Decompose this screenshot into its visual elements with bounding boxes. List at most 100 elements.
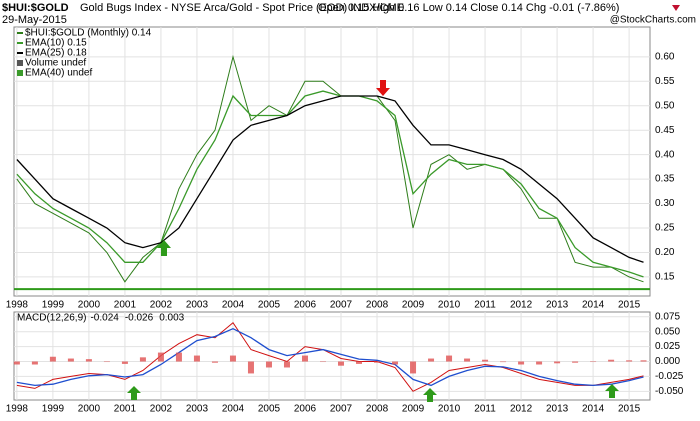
- y-tick-label: 0.30: [655, 198, 675, 209]
- y-tick-label: -0.025: [655, 371, 684, 382]
- y-tick-label: 0.15: [655, 272, 675, 283]
- histogram-bar: [319, 361, 326, 363]
- x-tick-label: 1998: [6, 404, 29, 415]
- histogram-bar: [67, 358, 74, 362]
- histogram-bar: [536, 361, 543, 365]
- x-tick-label: 2005: [258, 300, 281, 311]
- histogram-bar: [608, 359, 615, 362]
- histogram-bar: [356, 361, 363, 364]
- up-arrow: [157, 240, 171, 256]
- histogram-bar: [392, 361, 399, 365]
- y-tick-label: 0.075: [655, 311, 680, 322]
- y-tick-label: 0.60: [655, 51, 675, 62]
- histogram-bar: [428, 358, 435, 362]
- histogram-bar: [518, 361, 525, 365]
- legend-swatch: [17, 70, 23, 76]
- histogram-bar: [49, 356, 56, 362]
- x-tick-label: 2006: [294, 300, 317, 311]
- x-tick-label: 2014: [582, 300, 605, 311]
- y-tick-label: 0.025: [655, 341, 680, 352]
- y-tick-label: 0.050: [655, 326, 680, 337]
- x-tick-label: 2015: [618, 404, 641, 415]
- x-tick-label: 1999: [42, 404, 65, 415]
- y-tick-label: 0.40: [655, 149, 675, 160]
- down-arrow: [376, 80, 390, 96]
- histogram-bar: [626, 360, 633, 362]
- x-tick-label: 2008: [366, 404, 389, 415]
- x-tick-label: 2005: [258, 404, 281, 415]
- legend-label: $HUI:$GOLD (Monthly) 0.14: [25, 28, 152, 39]
- legend-swatch: [17, 60, 23, 66]
- x-tick-label: 2004: [222, 300, 245, 311]
- x-tick-label: 2003: [186, 300, 209, 311]
- histogram-bar: [121, 361, 128, 364]
- x-tick-label: 2009: [402, 300, 425, 311]
- histogram-bar: [31, 361, 38, 365]
- symbol: $HUI:$GOLD: [2, 2, 69, 14]
- y-tick-label: 0.45: [655, 125, 675, 136]
- quote: Open 0.15 High 0.16 Low 0.14 Close 0.14 …: [318, 2, 619, 14]
- histogram-bar: [446, 355, 453, 362]
- histogram-bar: [283, 361, 290, 368]
- x-tick-label: 2012: [510, 404, 533, 415]
- histogram-bar: [157, 352, 164, 362]
- x-tick-label: 2015: [618, 300, 641, 311]
- x-tick-label: 2007: [330, 404, 353, 415]
- legend-label: EMA(25) 0.18: [25, 48, 87, 59]
- histogram-bar: [193, 355, 200, 362]
- watermark: @StockCharts.com: [610, 15, 696, 26]
- x-tick-label: 2013: [546, 404, 569, 415]
- up-arrow: [423, 388, 437, 402]
- x-tick-label: 1998: [6, 300, 29, 311]
- up-arrow: [127, 386, 141, 400]
- legend-label: EMA(10) 0.15: [25, 38, 87, 49]
- x-tick-label: 2008: [366, 300, 389, 311]
- legend-value: -0.026: [125, 313, 154, 324]
- plot-frame: [13, 311, 651, 401]
- x-tick-label: 2010: [438, 300, 461, 311]
- x-tick-label: 2000: [78, 404, 101, 415]
- histogram-bar: [103, 361, 110, 363]
- x-tick-label: 2003: [186, 404, 209, 415]
- x-tick-label: 2006: [294, 404, 317, 415]
- series-line: [16, 327, 644, 387]
- histogram-bar: [85, 359, 92, 362]
- series-line: [16, 54, 644, 283]
- histogram-bar: [175, 352, 182, 362]
- histogram-bar: [338, 361, 345, 366]
- series-line: [16, 90, 644, 278]
- x-tick-label: 2002: [150, 404, 173, 415]
- histogram-bar: [265, 361, 272, 368]
- date: 29-May-2015: [2, 14, 67, 26]
- y-tick-label: 0.35: [655, 174, 675, 185]
- x-tick-label: 2011: [474, 300, 496, 311]
- histogram-bar: [572, 361, 579, 363]
- up-arrow: [605, 384, 619, 398]
- legend-title: MACD(12,26,9): [17, 313, 86, 324]
- y-tick-label: 0.000: [655, 356, 680, 367]
- histogram-bar: [482, 359, 489, 362]
- y-tick-label: -0.050: [655, 386, 684, 397]
- down-triangle: [672, 5, 680, 11]
- x-tick-label: 1999: [42, 300, 65, 311]
- histogram-bar: [374, 361, 381, 363]
- plot-frame: [13, 26, 651, 297]
- y-tick-label: 0.50: [655, 100, 675, 111]
- y-tick-label: 0.25: [655, 223, 675, 234]
- x-tick-label: 2010: [438, 404, 461, 415]
- x-tick-label: 2001: [114, 404, 137, 415]
- histogram-bar: [500, 361, 507, 363]
- marks: 0.15 0.20 0.25 0.30 0.35 0.40 0.45 0.50 0.55 0.60…: [6, 26, 684, 415]
- histogram-bar: [211, 361, 218, 363]
- histogram-bar: [247, 361, 254, 374]
- x-tick-label: 2009: [402, 404, 425, 415]
- histogram-bar: [640, 360, 647, 362]
- x-tick-label: 2013: [546, 300, 569, 311]
- x-tick-label: 2014: [582, 404, 605, 415]
- series-line: [16, 95, 644, 263]
- legend-label: EMA(40) undef: [25, 68, 92, 79]
- x-tick-label: 2001: [114, 300, 137, 311]
- histogram-bar: [410, 361, 417, 374]
- histogram-bar: [139, 357, 146, 362]
- x-tick-label: 2002: [150, 300, 173, 311]
